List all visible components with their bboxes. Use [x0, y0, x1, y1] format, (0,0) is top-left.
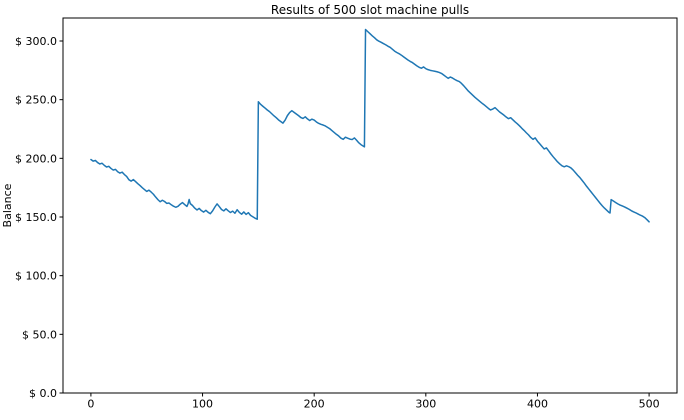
y-tick-label: $ 250.0: [15, 94, 57, 107]
y-tick-label: $ 200.0: [15, 152, 57, 165]
y-tick-label: $ 100.0: [15, 270, 57, 283]
y-tick-label: $ 300.0: [15, 35, 57, 48]
x-tick-label: 200: [304, 398, 325, 411]
plot-area-spines: [62, 17, 678, 394]
axes-group: 0 100 200 300 400 500 $ 0.0 $ 50.0 $ 100.0 $ 150.…: [15, 17, 678, 411]
y-axis-label: Balance: [1, 183, 14, 227]
y-tick-label: $ 150.0: [15, 211, 57, 224]
y-tick-label: $ 50.0: [22, 328, 57, 341]
x-tick-label: 0: [87, 398, 94, 411]
x-tick-label: 400: [527, 398, 548, 411]
x-tick-label: 100: [192, 398, 213, 411]
y-tick-label: $ 0.0: [29, 387, 57, 400]
x-tick-label: 300: [415, 398, 436, 411]
x-tick-label: 500: [639, 398, 660, 411]
chart-title: Results of 500 slot machine pulls: [271, 3, 469, 17]
balance-line: [90, 28, 650, 223]
